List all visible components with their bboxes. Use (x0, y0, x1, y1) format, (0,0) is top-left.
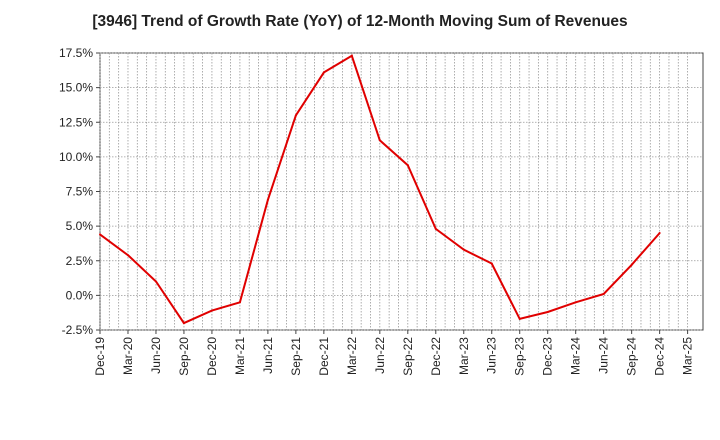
data-point (434, 227, 437, 230)
y-tick-label: 17.5% (59, 46, 93, 60)
data-point (518, 317, 521, 320)
x-tick-label: Jun-23 (485, 337, 499, 374)
x-tick-label: Mar-25 (681, 337, 695, 375)
x-tick-label: Mar-23 (457, 337, 471, 375)
data-point (154, 280, 157, 283)
data-point (378, 139, 381, 142)
data-point (602, 292, 605, 295)
x-tick-label: Mar-24 (569, 337, 583, 375)
data-point (406, 164, 409, 167)
data-point (322, 71, 325, 74)
x-tick-label: Jun-24 (597, 337, 611, 374)
y-tick-label: 2.5% (66, 254, 94, 268)
data-point (182, 322, 185, 325)
x-tick-label: Dec-19 (93, 337, 107, 376)
data-point (350, 54, 353, 57)
x-tick-label: Sep-21 (289, 337, 303, 376)
y-tick-label: 7.5% (66, 185, 94, 199)
x-tick-label: Sep-22 (401, 337, 415, 376)
y-tick-label: -2.5% (62, 323, 94, 337)
x-tick-label: Mar-21 (233, 337, 247, 375)
data-point (490, 262, 493, 265)
y-tick-label: 12.5% (59, 115, 93, 129)
data-point (266, 198, 269, 201)
data-point (294, 114, 297, 117)
data-point (126, 254, 129, 257)
data-point (546, 310, 549, 313)
y-tick-label: 5.0% (66, 219, 94, 233)
x-tick-label: Mar-22 (345, 337, 359, 375)
data-point (462, 248, 465, 251)
y-tick-label: 0.0% (66, 288, 94, 302)
x-tick-label: Dec-20 (205, 337, 219, 376)
y-tick-label: 10.0% (59, 150, 93, 164)
data-point (238, 301, 241, 304)
data-point (574, 301, 577, 304)
data-point (99, 233, 101, 236)
x-axis: Dec-19 Mar-20 Jun-20 Sep-20 Dec-20 Mar-21 Jun-… (93, 330, 695, 376)
data-point (630, 263, 633, 266)
x-tick-label: Dec-21 (317, 337, 331, 376)
gridlines (99, 52, 703, 331)
x-tick-label: Jun-20 (149, 337, 163, 374)
x-tick-label: Sep-24 (625, 337, 639, 376)
x-tick-label: Jun-22 (373, 337, 387, 374)
series-layer (99, 54, 661, 325)
x-tick-label: Sep-23 (513, 337, 527, 376)
y-axis: -2.5% 0.0% 2.5% 5.0% 7.5% 10.0% 12.5% 15.0% 17.5… (59, 46, 100, 337)
x-tick-label: Mar-20 (121, 337, 135, 375)
data-point (658, 232, 661, 235)
x-tick-label: Dec-23 (541, 337, 555, 376)
x-tick-label: Dec-24 (653, 337, 667, 376)
x-tick-label: Sep-20 (177, 337, 191, 376)
chart-title: [3946] Trend of Growth Rate (YoY) of 12-… (92, 13, 628, 30)
x-tick-label: Jun-21 (261, 337, 275, 374)
y-tick-label: 15.0% (59, 81, 93, 95)
x-tick-label: Dec-22 (429, 337, 443, 376)
data-point (210, 309, 213, 312)
